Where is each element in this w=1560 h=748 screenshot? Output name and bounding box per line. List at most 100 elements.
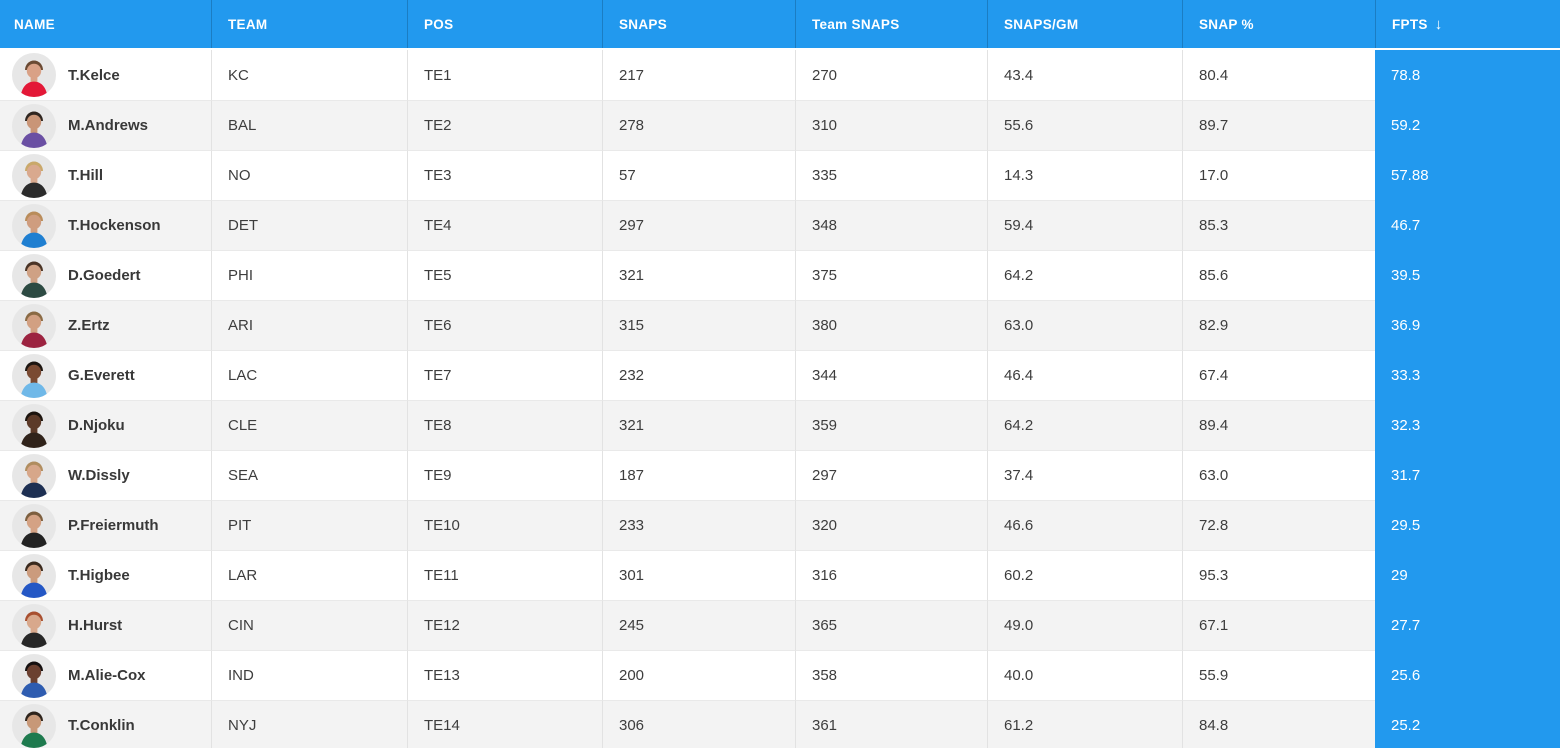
table-row[interactable]: P.Freiermuth PIT TE10 233 320 46.6 72.8 … — [0, 500, 1560, 550]
snap-pct-cell: 85.3 — [1182, 200, 1375, 250]
table-row[interactable]: G.Everett LAC TE7 232 344 46.4 67.4 33.3 — [0, 350, 1560, 400]
snaps-per-game-cell: 64.2 — [987, 250, 1182, 300]
player-name-cell: P.Freiermuth — [0, 500, 211, 550]
player-headshot-graphic — [20, 461, 48, 498]
player-name: W.Dissly — [68, 467, 130, 484]
player-avatar — [12, 653, 56, 698]
column-header-snaps-gm[interactable]: SNAPS/GM — [987, 0, 1182, 48]
player-name: G.Everett — [68, 367, 135, 384]
player-headshot-graphic — [20, 311, 48, 348]
player-name: H.Hurst — [68, 617, 123, 634]
column-header-snap-pct[interactable]: SNAP % — [1182, 0, 1375, 48]
column-header-pos[interactable]: POS — [407, 0, 602, 48]
fpts-cell: 25.6 — [1375, 650, 1560, 700]
table-row[interactable]: Z.Ertz ARI TE6 315 380 63.0 82.9 36.9 — [0, 300, 1560, 350]
column-header-team[interactable]: TEAM — [211, 0, 407, 48]
team-snaps-cell: 359 — [795, 400, 987, 450]
team-cell: NO — [211, 150, 407, 200]
table-row[interactable]: W.Dissly SEA TE9 187 297 37.4 63.0 31.7 — [0, 450, 1560, 500]
fpts-cell: 29 — [1375, 550, 1560, 600]
table-row[interactable]: M.Andrews BAL TE2 278 310 55.6 89.7 59.2 — [0, 100, 1560, 150]
team-cell: PIT — [211, 500, 407, 550]
snaps-per-game-cell: 60.2 — [987, 550, 1182, 600]
player-name-cell: Z.Ertz — [0, 300, 211, 350]
table-row[interactable]: T.Hockenson DET TE4 297 348 59.4 85.3 46… — [0, 200, 1560, 250]
team-cell: LAR — [211, 550, 407, 600]
table-row[interactable]: T.Higbee LAR TE11 301 316 60.2 95.3 29 — [0, 550, 1560, 600]
pos-cell: TE11 — [407, 550, 602, 600]
snaps-per-game-cell: 49.0 — [987, 600, 1182, 650]
table-row[interactable]: T.Conklin NYJ TE14 306 361 61.2 84.8 25.… — [0, 700, 1560, 748]
snaps-cell: 297 — [602, 200, 795, 250]
snap-pct-cell: 89.7 — [1182, 100, 1375, 150]
fpts-cell: 27.7 — [1375, 600, 1560, 650]
fpts-cell: 59.2 — [1375, 100, 1560, 150]
pos-cell: TE7 — [407, 350, 602, 400]
column-header-snaps[interactable]: SNAPS — [602, 0, 795, 48]
player-name-cell: W.Dissly — [0, 450, 211, 500]
snaps-cell: 306 — [602, 700, 795, 748]
player-headshot-graphic — [20, 361, 48, 398]
player-name-cell: T.Higbee — [0, 550, 211, 600]
player-name: T.Higbee — [68, 567, 130, 584]
sort-descending-icon: ↓ — [1434, 15, 1443, 33]
player-name: T.Conklin — [68, 717, 135, 734]
snaps-per-game-cell: 46.6 — [987, 500, 1182, 550]
team-snaps-cell: 316 — [795, 550, 987, 600]
snaps-per-game-cell: 43.4 — [987, 50, 1182, 100]
snaps-cell: 57 — [602, 150, 795, 200]
table-row[interactable]: M.Alie-Cox IND TE13 200 358 40.0 55.9 25… — [0, 650, 1560, 700]
snaps-per-game-cell: 55.6 — [987, 100, 1182, 150]
snaps-cell: 245 — [602, 600, 795, 650]
table-row[interactable]: T.Hill NO TE3 57 335 14.3 17.0 57.88 — [0, 150, 1560, 200]
team-snaps-cell: 358 — [795, 650, 987, 700]
player-name-cell: H.Hurst — [0, 600, 211, 650]
player-avatar — [12, 353, 56, 398]
snaps-per-game-cell: 46.4 — [987, 350, 1182, 400]
player-headshot-graphic — [20, 111, 48, 148]
player-name-cell: M.Alie-Cox — [0, 650, 211, 700]
table-header-row: NAME TEAM POS SNAPS Team SNAPS SNAPS/GM … — [0, 0, 1560, 50]
team-cell: SEA — [211, 450, 407, 500]
player-name-cell: T.Hockenson — [0, 200, 211, 250]
snap-pct-cell: 67.4 — [1182, 350, 1375, 400]
player-name: P.Freiermuth — [68, 517, 159, 534]
player-name: D.Njoku — [68, 417, 125, 434]
table-row[interactable]: D.Njoku CLE TE8 321 359 64.2 89.4 32.3 — [0, 400, 1560, 450]
table-row[interactable]: T.Kelce KC TE1 217 270 43.4 80.4 78.8 — [0, 50, 1560, 100]
snaps-cell: 200 — [602, 650, 795, 700]
pos-cell: TE10 — [407, 500, 602, 550]
snap-pct-cell: 82.9 — [1182, 300, 1375, 350]
player-name: Z.Ertz — [68, 317, 110, 334]
player-name: M.Andrews — [68, 117, 149, 134]
column-header-name[interactable]: NAME — [14, 16, 55, 32]
team-snaps-cell: 375 — [795, 250, 987, 300]
player-avatar — [12, 253, 56, 298]
pos-cell: TE5 — [407, 250, 602, 300]
table-row[interactable]: D.Goedert PHI TE5 321 375 64.2 85.6 39.5 — [0, 250, 1560, 300]
table-body: T.Kelce KC TE1 217 270 43.4 80.4 78.8 M.… — [0, 50, 1560, 748]
team-cell: PHI — [211, 250, 407, 300]
pos-cell: TE12 — [407, 600, 602, 650]
player-headshot-graphic — [20, 161, 48, 198]
pos-cell: TE4 — [407, 200, 602, 250]
snaps-per-game-cell: 37.4 — [987, 450, 1182, 500]
pos-cell: TE3 — [407, 150, 602, 200]
snap-pct-cell: 55.9 — [1182, 650, 1375, 700]
player-name: T.Kelce — [68, 66, 120, 84]
team-snaps-cell: 344 — [795, 350, 987, 400]
snaps-cell: 232 — [602, 350, 795, 400]
snaps-per-game-cell: 64.2 — [987, 400, 1182, 450]
player-name-cell: T.Conklin — [0, 700, 211, 748]
column-header-fpts[interactable]: FPTS ↓ — [1375, 0, 1560, 48]
player-avatar — [12, 603, 56, 648]
player-name: M.Alie-Cox — [68, 667, 146, 684]
player-name: D.Goedert — [68, 267, 141, 284]
table-row[interactable]: H.Hurst CIN TE12 245 365 49.0 67.1 27.7 — [0, 600, 1560, 650]
column-header-team-snaps[interactable]: Team SNAPS — [795, 0, 987, 48]
snaps-per-game-cell: 14.3 — [987, 150, 1182, 200]
team-snaps-cell: 297 — [795, 450, 987, 500]
player-avatar — [12, 503, 56, 548]
fpts-cell: 46.7 — [1375, 200, 1560, 250]
player-name-cell: M.Andrews — [0, 100, 211, 150]
